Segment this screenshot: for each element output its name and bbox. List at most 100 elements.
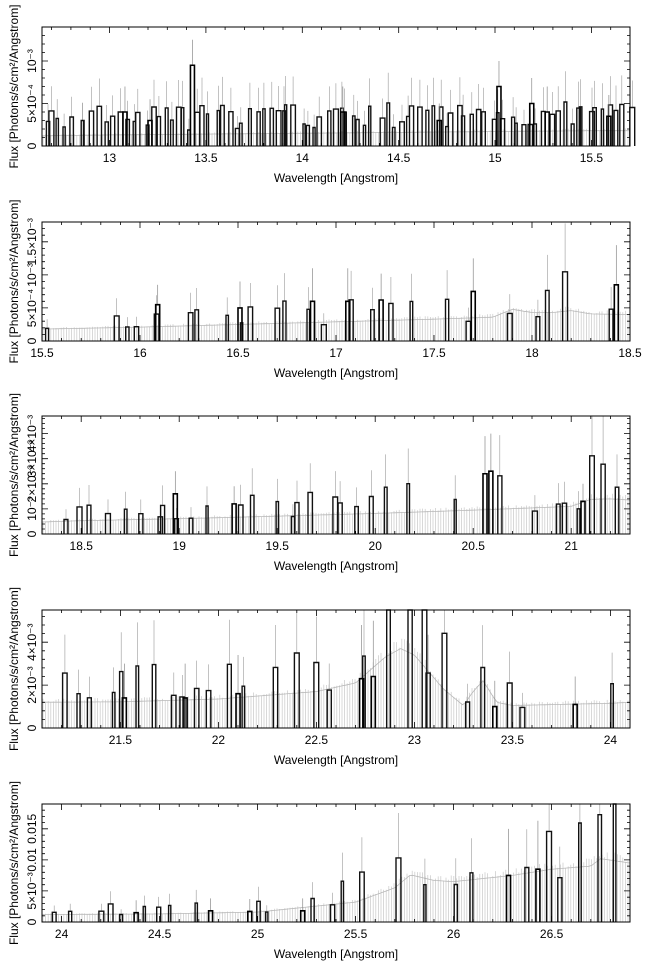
y-tick-label: 5×10⁻⁴ [25,84,39,123]
x-tick-label: 18.5 [70,539,94,553]
feature-bin [309,300,316,341]
y-tick-label: 4×10⁻³ [25,623,39,660]
model-curve [42,858,631,915]
feature-bin [207,910,214,922]
x-axis-label: Wavelength [Angstrom] [274,366,398,380]
feature-bin [488,470,494,534]
feature-bin [378,299,384,341]
model-curve [41,648,631,706]
x-tick-label: 22 [212,733,226,747]
y-tick-label: 5×10⁻⁴ [25,289,39,328]
y-tick-label: 10⁻³ [25,497,39,521]
y-tick-label: 0.015 [25,814,39,844]
x-tick-label: 14 [296,151,310,165]
x-axis-label: Wavelength [Angstrom] [274,171,398,185]
chart-panel-4: 21.5 22 22.5 23 23.5 24 0 2×10⁻³ 4×10⁻³ Wavelengt… [7,587,631,767]
x-tick-label: 24 [55,927,69,941]
feature-bin [235,692,241,728]
feature-bin [122,111,128,146]
y-tick-label: 5×10⁻³ [25,872,39,909]
data-histogram [63,455,620,534]
x-tick-label: 24 [604,733,618,747]
feature-bin [345,300,351,341]
feature-bin [147,119,153,146]
model-curve [41,308,631,330]
x-axis-label: Wavelength [Angstrom] [274,947,398,961]
feature-bin [121,697,128,728]
feature-bin [496,85,502,146]
x-tick-label: 20 [369,539,383,553]
feature-bin [482,472,488,534]
feature-bin [505,874,512,922]
x-tick-label: 17.5 [422,346,446,360]
x-tick-label: 16 [133,346,147,360]
feature-bin [580,500,586,534]
chart-panel-1: 13 13.5 14 14.5 15 15.5 0 5×10⁻⁴ 10⁻³ Wavelength … [7,4,636,185]
y-tick-label: 3×10⁻³ [25,440,39,477]
y-tick-label: 0 [25,918,39,925]
chart-panel-2: 15.5 16 16.5 17 17.5 18 18.5 0 5×10⁻⁴ 10⁻³1.5×10⁻… [7,199,642,380]
x-tick-label: 18 [525,346,539,360]
model-curve [42,498,631,523]
x-tick-label: 13.5 [194,151,218,165]
x-tick-label: 15 [488,151,502,165]
x-tick-label: 22.5 [305,733,329,747]
y-tick-label: 0 [25,337,39,344]
y-axis-label: Flux [Photons/s/cm²/Angstrom] [7,4,21,168]
x-tick-label: 21 [565,539,579,553]
feature-bin [154,303,161,341]
y-tick-label: 0 [25,724,39,731]
x-tick-label: 16.5 [226,346,250,360]
x-tick-label: 26 [447,927,461,941]
y-tick-label: 1.5×10⁻³ [25,218,39,265]
error-bars [65,416,618,520]
x-tick-label: 18.5 [618,346,642,360]
chart-panel-5: 24 24.5 25 25.5 26 26.5 0 5×10⁻³0.01 0.015 Wavele… [7,781,631,961]
y-ticks [42,616,630,729]
x-tick-label: 20.5 [462,539,486,553]
model-hatch [42,493,629,534]
feature-bin [370,675,377,728]
error-bars [64,610,613,708]
feature-bin [133,911,139,922]
feature-bin [613,284,620,341]
x-tick-label: 26.5 [540,927,564,941]
data-histogram [51,803,617,922]
error-bars [47,71,633,130]
data-histogram [61,609,614,728]
y-axis-label: Flux [Photons/s/cm²/Angstrom] [7,781,21,945]
feature-bin [470,290,477,341]
x-ticks [41,416,631,534]
x-tick-label: 19.5 [266,539,290,553]
feature-bin [358,677,365,728]
feature-bin [340,111,346,146]
y-tick-label: 10⁻³ [25,49,39,73]
feature-bin [606,115,612,146]
x-ticks [51,27,631,146]
x-tick-label: 25.5 [344,927,368,941]
y-tick-label: 0 [25,530,39,537]
y-tick-label: 10⁻³ [25,263,39,287]
chart-panel-3: 18.5 19 19.5 20 20.5 21 0 10⁻³2×10⁻³3×10⁻³4×10⁻… [7,393,631,573]
x-axis-label: Wavelength [Angstrom] [274,559,398,573]
y-tick-label: 2×10⁻³ [25,666,39,703]
feature-bin [231,503,237,534]
feature-bin [182,697,188,728]
model-hatch [42,638,629,728]
x-tick-label: 25 [251,927,265,941]
feature-bin [528,102,535,146]
y-tick-label: 0.01 [25,848,39,872]
x-tick-label: 14.5 [387,151,411,165]
feature-bin [172,493,179,534]
x-ticks [41,222,631,341]
y-ticks [42,418,630,535]
y-axis-label: Flux [Photons/s/cm²/Angstrom] [7,587,21,751]
x-ticks [41,610,631,728]
feature-bin [247,910,253,922]
feature-bin [544,111,550,146]
x-tick-label: 15.5 [30,346,54,360]
feature-bin [535,868,541,922]
x-tick-label: 17 [329,346,343,360]
error-bars [53,804,601,915]
y-ticks [42,26,630,147]
